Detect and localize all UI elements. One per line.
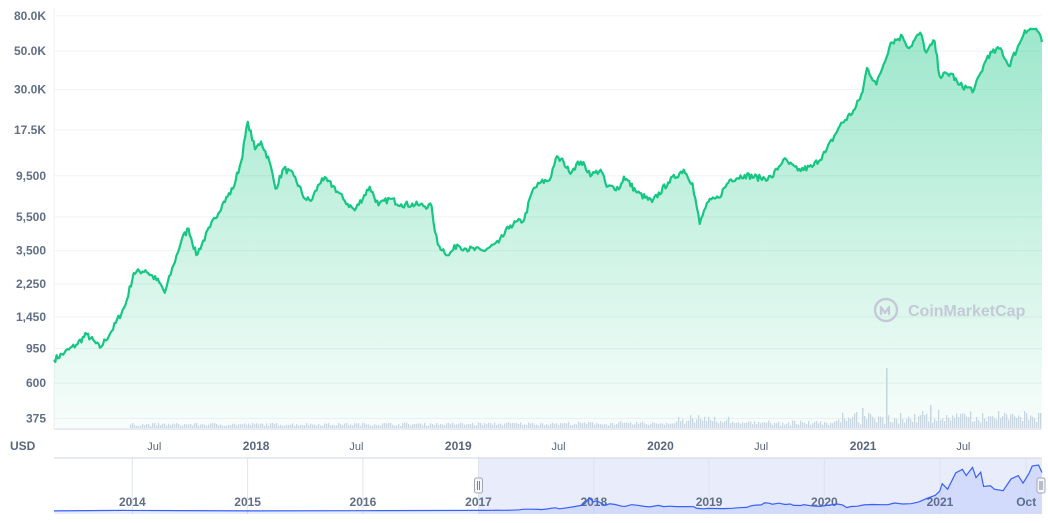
y-tick-label: 3,500 [16, 244, 46, 258]
navigator-tick-label: Oct [1016, 495, 1036, 509]
x-tick-label: 2020 [647, 439, 674, 453]
navigator-tick-label: 2020 [811, 495, 838, 509]
navigator-tick-label: 2019 [696, 495, 723, 509]
y-tick-label: 2,250 [16, 277, 46, 291]
x-tick-label: Jul [551, 441, 565, 453]
x-tick-label: Jul [754, 441, 768, 453]
navigator-handle[interactable] [1036, 477, 1046, 494]
navigator-line [53, 464, 1043, 512]
navigator-tick-label: 2014 [119, 495, 146, 509]
currency-label: USD [10, 439, 36, 453]
navigator-area [54, 465, 1042, 514]
y-tick-label: 375 [26, 411, 46, 425]
range-navigator[interactable]: 2014 2015 2016 2017 2018 2019 2020 2021 Oct [53, 457, 1046, 514]
watermark: CoinMarketCap [873, 297, 1026, 323]
x-tick-label: 2018 [243, 439, 270, 453]
y-tick-label: 30.0K [14, 82, 46, 96]
x-tick-label: 2021 [850, 439, 877, 453]
navigator-tick-label: 2017 [465, 495, 492, 509]
x-tick-label: 2019 [445, 439, 472, 453]
y-tick-label: 50.0K [14, 44, 46, 58]
x-tick-label: Jul [349, 441, 363, 453]
price-area [53, 27, 1044, 428]
price-area-fill [54, 28, 1042, 428]
navigator-tick-label: 2021 [927, 495, 954, 509]
navigator-tick-label: 2016 [350, 495, 377, 509]
y-tick-label: 600 [26, 376, 46, 390]
y-tick-label: 950 [26, 342, 46, 356]
y-axis: 80.0K 50.0K 30.0K 17.5K 9,500 5,500 3,500 2,250… [14, 9, 46, 426]
watermark-text: CoinMarketCap [908, 303, 1026, 320]
y-tick-label: 9,500 [16, 169, 46, 183]
x-tick-label: Jul [147, 441, 161, 453]
navigator-tick-label: 2015 [234, 495, 261, 509]
y-tick-label: 1,450 [16, 310, 46, 324]
x-axis: Jul 2018 Jul 2019 Jul 2020 Jul 2021 Jul [54, 428, 1042, 453]
y-tick-label: 80.0K [14, 9, 46, 23]
price-line [53, 27, 1044, 364]
navigator-handle[interactable] [474, 477, 484, 494]
coinmarketcap-logo-icon [873, 297, 899, 323]
y-tick-label: 5,500 [16, 210, 46, 224]
y-tick-label: 17.5K [14, 123, 46, 137]
x-tick-label: Jul [956, 441, 970, 453]
